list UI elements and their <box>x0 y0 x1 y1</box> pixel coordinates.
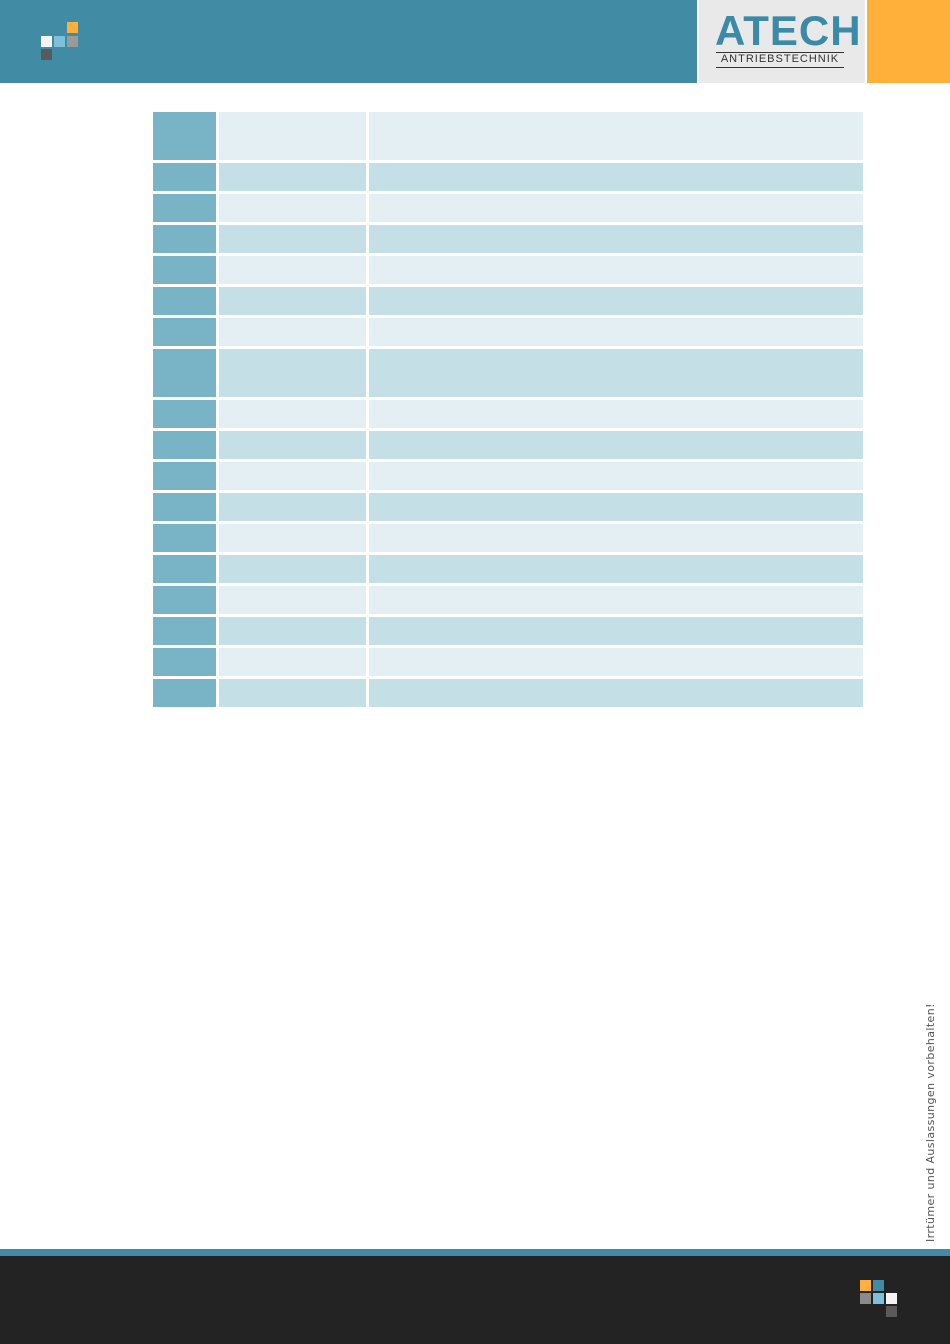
table-cell <box>219 349 366 397</box>
brand-logo: ATECH ANTRIEBSTECHNIK <box>699 0 865 83</box>
footer-stripe <box>0 1249 950 1256</box>
table-cell <box>219 431 366 459</box>
spec-table <box>153 112 863 707</box>
table-cell <box>219 112 366 160</box>
header-accent-block <box>867 0 950 83</box>
table-cell <box>153 648 216 676</box>
table-cell <box>219 400 366 428</box>
table-cell <box>153 194 216 222</box>
table-cell <box>219 617 366 645</box>
header-band <box>0 0 697 83</box>
table-cell <box>153 256 216 284</box>
table-cell <box>369 287 863 315</box>
table-cell <box>153 318 216 346</box>
table-cell <box>369 462 863 490</box>
table-cell <box>153 163 216 191</box>
table-cell <box>369 225 863 253</box>
table-cell <box>153 524 216 552</box>
header-divider <box>697 0 699 83</box>
table-cell <box>219 555 366 583</box>
table-cell <box>153 617 216 645</box>
disclaimer-note: Irrtümer und Auslassungen vorbehalten! <box>924 1003 937 1242</box>
table-cell <box>219 648 366 676</box>
table-cell <box>153 493 216 521</box>
table-cell <box>369 617 863 645</box>
table-cell <box>219 287 366 315</box>
table-cell <box>369 431 863 459</box>
table-cell <box>369 648 863 676</box>
footer-band <box>0 1256 950 1344</box>
table-cell <box>219 524 366 552</box>
brand-subtitle: ANTRIEBSTECHNIK <box>716 52 844 68</box>
table-cell <box>369 163 863 191</box>
table-cell <box>153 349 216 397</box>
table-cell <box>153 225 216 253</box>
table-cell <box>369 194 863 222</box>
table-cell <box>219 318 366 346</box>
table-cell <box>369 555 863 583</box>
table-cell <box>219 493 366 521</box>
table-cell <box>153 112 216 160</box>
brand-name: ATECH <box>715 7 862 54</box>
table-cell <box>369 586 863 614</box>
table-cell <box>153 287 216 315</box>
table-cell <box>219 256 366 284</box>
table-cell <box>369 318 863 346</box>
table-cell <box>369 256 863 284</box>
brand-squares-icon <box>860 1280 900 1320</box>
table-cell <box>219 679 366 707</box>
table-cell <box>369 112 863 160</box>
table-cell <box>219 163 366 191</box>
table-cell <box>219 586 366 614</box>
table-cell <box>369 524 863 552</box>
table-cell <box>153 400 216 428</box>
table-cell <box>219 194 366 222</box>
table-cell <box>369 349 863 397</box>
table-cell <box>369 679 863 707</box>
table-cell <box>153 586 216 614</box>
table-cell <box>153 679 216 707</box>
table-cell <box>153 462 216 490</box>
table-cell <box>153 555 216 583</box>
table-cell <box>219 462 366 490</box>
table-cell <box>369 493 863 521</box>
table-cell <box>369 400 863 428</box>
table-cell <box>219 225 366 253</box>
brand-squares-icon <box>41 22 81 60</box>
table-cell <box>153 431 216 459</box>
